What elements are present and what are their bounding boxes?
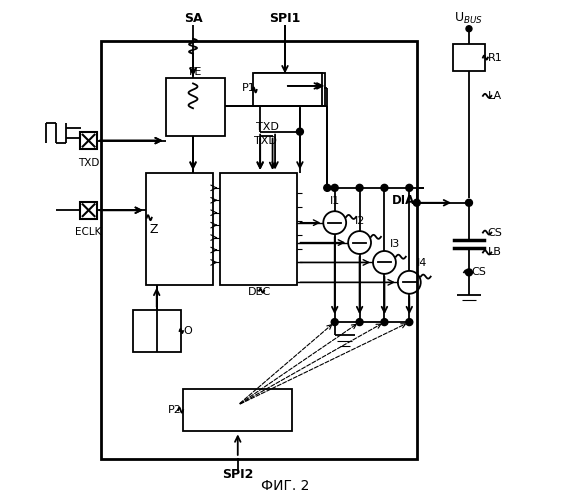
Circle shape xyxy=(413,200,420,206)
Text: U$_{BUS}$: U$_{BUS}$ xyxy=(454,11,483,26)
Text: O: O xyxy=(183,326,192,336)
Circle shape xyxy=(324,184,331,192)
Text: ФИГ. 2: ФИГ. 2 xyxy=(261,479,309,493)
Circle shape xyxy=(381,184,388,192)
Text: Z: Z xyxy=(150,222,158,235)
Text: DEC: DEC xyxy=(247,288,271,298)
Text: DIA: DIA xyxy=(392,194,416,207)
Circle shape xyxy=(466,269,473,276)
Bar xyxy=(221,173,298,285)
Circle shape xyxy=(356,318,363,326)
Bar xyxy=(183,389,292,432)
Text: R1: R1 xyxy=(488,52,503,62)
Circle shape xyxy=(356,184,363,192)
Bar xyxy=(146,173,213,285)
Bar xyxy=(80,202,97,218)
Text: CS: CS xyxy=(471,268,486,278)
Text: P1: P1 xyxy=(242,83,255,93)
Circle shape xyxy=(406,184,413,192)
Text: I4: I4 xyxy=(417,258,427,268)
Bar xyxy=(133,310,181,352)
Circle shape xyxy=(406,318,413,326)
Text: TXD: TXD xyxy=(78,158,99,168)
Bar xyxy=(166,78,225,136)
Text: TXD: TXD xyxy=(256,122,279,132)
Text: LB: LB xyxy=(488,248,502,258)
Circle shape xyxy=(331,318,338,326)
Text: I1: I1 xyxy=(329,196,340,206)
Circle shape xyxy=(466,26,472,32)
Text: I2: I2 xyxy=(355,216,365,226)
Bar xyxy=(255,74,325,106)
Bar xyxy=(101,41,417,459)
Bar xyxy=(253,74,322,106)
Text: LA: LA xyxy=(488,91,502,101)
Text: CS: CS xyxy=(488,228,503,237)
Text: FE: FE xyxy=(189,67,202,77)
Circle shape xyxy=(466,200,473,206)
Circle shape xyxy=(381,318,388,326)
Text: SPI2: SPI2 xyxy=(222,468,254,481)
Circle shape xyxy=(296,128,303,135)
Text: SA: SA xyxy=(184,12,202,26)
Text: TXD: TXD xyxy=(254,136,276,145)
Circle shape xyxy=(331,184,338,192)
Text: I3: I3 xyxy=(389,238,400,248)
Bar xyxy=(453,44,485,71)
Text: SPI1: SPI1 xyxy=(269,12,301,26)
Bar xyxy=(80,132,97,149)
Text: P2: P2 xyxy=(168,405,182,415)
Text: ECLK: ECLK xyxy=(75,226,102,236)
